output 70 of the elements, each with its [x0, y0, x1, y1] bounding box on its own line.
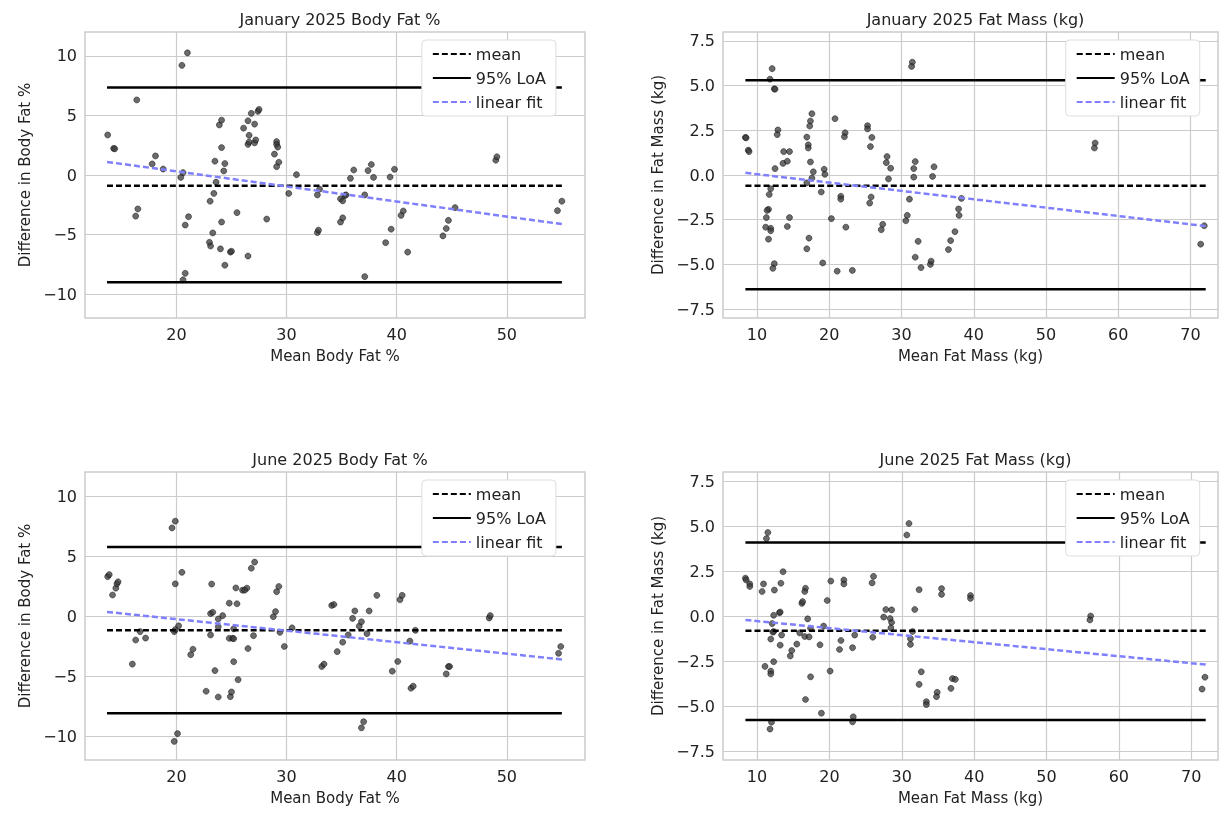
y-axis-title: Difference in Fat Mass (kg)	[648, 515, 667, 717]
x-tick-label: 20	[166, 324, 187, 344]
x-axis-title: Mean Body Fat %	[270, 346, 400, 365]
x-tick-label: 20	[819, 766, 840, 786]
x-axis-title: Mean Fat Mass (kg)	[897, 788, 1044, 807]
x-tick-label: 20	[819, 324, 840, 344]
x-tick-label: 50	[1035, 324, 1057, 344]
legend-label: linear fit	[1119, 92, 1187, 112]
legend-label: 95% LoA	[475, 68, 546, 88]
legend-label: linear fit	[1119, 532, 1187, 552]
x-tick-label: 10	[746, 766, 768, 786]
y-tick-label: 5.0	[689, 516, 715, 536]
legend-label: 95% LoA	[1119, 508, 1190, 528]
y-tick-label: −2.5	[676, 210, 715, 230]
x-tick-label: 40	[386, 324, 407, 344]
y-tick-label: 2.5	[689, 120, 715, 140]
y-tick-label: −5.0	[676, 254, 715, 274]
legend-label: linear fit	[475, 92, 543, 112]
y-tick-label: 7.5	[689, 31, 715, 51]
x-tick-label: 60	[1108, 324, 1129, 344]
chart-title: January 2025 Body Fat %	[238, 9, 441, 29]
y-tick-label: 0.0	[689, 165, 715, 185]
x-tick-label: 70	[1180, 324, 1201, 344]
x-tick-label: 40	[386, 766, 407, 786]
legend-label: mean	[475, 484, 522, 504]
y-tick-label: 7.5	[689, 471, 715, 491]
x-tick-label: 50	[496, 766, 517, 786]
x-tick-label: 20	[166, 766, 187, 786]
legend-label: mean	[1119, 44, 1166, 64]
x-axis-title: Mean Fat Mass (kg)	[897, 346, 1044, 365]
x-tick-label: 60	[1108, 766, 1130, 786]
legend-label: 95% LoA	[475, 508, 546, 528]
chart-title: June 2025 Fat Mass (kg)	[878, 449, 1072, 469]
x-axis-title: Mean Body Fat %	[270, 788, 400, 807]
y-tick-label: 5.0	[689, 76, 715, 96]
y-tick-label: 5	[66, 105, 77, 125]
x-tick-label: 30	[891, 766, 912, 786]
y-tick-label: 10	[56, 46, 77, 66]
chart-title: June 2025 Body Fat %	[251, 449, 428, 469]
y-tick-label: −7.5	[676, 299, 715, 319]
y-axis-title: Difference in Body Fat %	[15, 523, 34, 709]
y-tick-label: 2.5	[689, 561, 715, 581]
legend-label: mean	[1119, 484, 1166, 504]
x-tick-label: 30	[276, 324, 297, 344]
chart-title: January 2025 Fat Mass (kg)	[865, 9, 1085, 29]
y-axis-title: Difference in Body Fat %	[15, 82, 34, 268]
x-tick-label: 50	[496, 324, 517, 344]
y-tick-label: −5	[53, 225, 77, 245]
x-tick-label: 70	[1181, 766, 1202, 786]
y-tick-label: 0	[66, 165, 77, 185]
legend-label: mean	[475, 44, 522, 64]
y-tick-label: 10	[56, 486, 77, 506]
y-tick-label: −10	[43, 726, 77, 746]
x-tick-label: 40	[963, 766, 985, 786]
y-tick-label: 0	[66, 606, 77, 626]
x-tick-label: 30	[276, 766, 297, 786]
y-tick-label: −10	[43, 284, 77, 304]
y-tick-label: 5	[66, 546, 77, 566]
x-tick-label: 40	[963, 324, 984, 344]
y-tick-label: −5	[53, 666, 77, 686]
y-tick-label: 0.0	[689, 606, 715, 626]
legend-label: 95% LoA	[1119, 68, 1190, 88]
x-tick-label: 10	[746, 324, 768, 344]
y-tick-label: −5.0	[676, 696, 715, 716]
legend-label: linear fit	[475, 532, 543, 552]
y-axis-title: Difference in Fat Mass (kg)	[648, 74, 667, 276]
y-tick-label: −7.5	[676, 741, 715, 761]
y-tick-label: −2.5	[676, 651, 715, 671]
x-tick-label: 50	[1036, 766, 1057, 786]
x-tick-label: 30	[891, 324, 912, 344]
